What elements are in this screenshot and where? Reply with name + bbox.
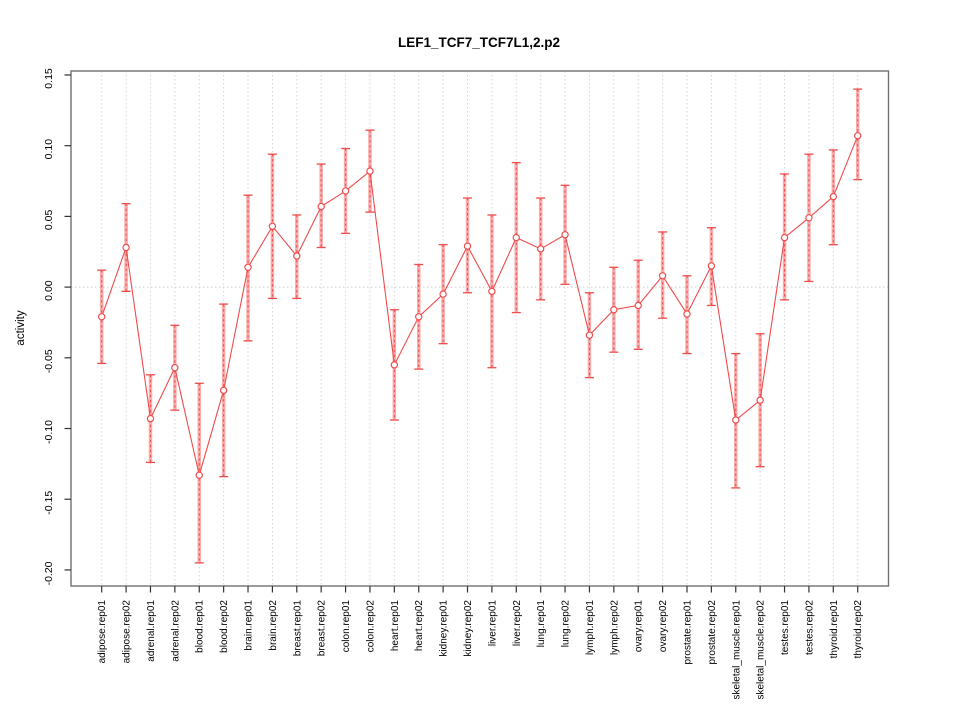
data-point-marker — [585, 331, 594, 339]
x-tick-label: liver.rep01 — [487, 600, 498, 647]
x-tick-label: ovary.rep02 — [658, 600, 669, 653]
x-tick-label: lymph.rep01 — [585, 600, 596, 655]
x-tick-label: skeletal_muscle.rep02 — [756, 600, 767, 700]
y-tick-label: 0.05 — [43, 210, 55, 231]
x-tick-label: brain.rep02 — [268, 600, 279, 651]
x-tick-label: heart.rep01 — [390, 600, 401, 652]
data-point-marker — [658, 272, 667, 280]
data-point-marker — [463, 242, 472, 250]
x-tick-label: prostate.rep02 — [707, 600, 718, 665]
x-tick-label: adipose.rep02 — [122, 600, 133, 664]
data-point-marker — [341, 187, 350, 195]
x-tick-label: blood.rep02 — [219, 600, 230, 653]
chart-title: LEF1_TCF7_TCF7L1,2.p2 — [398, 35, 560, 50]
data-point-marker — [780, 233, 789, 242]
y-tick-label: -0.10 — [43, 420, 55, 444]
y-tick-label: -0.20 — [43, 561, 55, 585]
x-tick-label: adipose.rep01 — [97, 600, 108, 664]
y-tick-label: -0.05 — [43, 349, 55, 373]
data-point-marker — [122, 243, 130, 252]
x-tick-label: adrenal.rep01 — [146, 600, 157, 662]
data-point-marker — [171, 364, 179, 372]
plot-frame — [70, 70, 890, 587]
data-point-marker — [317, 202, 325, 211]
data-point-marker — [390, 361, 399, 369]
data-point-marker — [268, 222, 277, 230]
x-tick-label: thyroid.rep01 — [829, 600, 840, 659]
x-tick-label: adrenal.rep02 — [170, 600, 181, 662]
x-tick-label: colon.rep01 — [341, 600, 352, 653]
data-point-marker — [146, 414, 155, 423]
data-point-marker — [561, 231, 569, 239]
data-point-marker — [97, 313, 106, 321]
data-point-marker — [195, 471, 203, 479]
x-tick-label: lymph.rep02 — [609, 600, 620, 655]
data-point-marker — [219, 386, 228, 395]
grid-layer — [71, 71, 889, 586]
x-tick-label: colon.rep02 — [365, 600, 376, 653]
x-tick-label: liver.rep02 — [512, 600, 523, 647]
y-tick-label: 0.00 — [43, 280, 55, 301]
data-point-marker — [366, 167, 374, 175]
x-tick-label: kidney.rep02 — [463, 600, 474, 657]
x-tick-label: lung.rep01 — [536, 600, 547, 648]
axis-layer: 0.15 0.10 0.05 0.00 -0.05 -0.10 -0.15 -0.20 adip… — [43, 68, 890, 700]
data-layer — [97, 88, 863, 564]
data-point-marker — [683, 310, 691, 318]
x-tick-label: breast.rep01 — [292, 600, 303, 657]
data-point-marker — [244, 263, 252, 272]
y-axis-label: activity — [15, 310, 27, 345]
data-point-marker — [707, 262, 716, 270]
data-point-marker — [829, 192, 838, 201]
y-tick-label: -0.15 — [43, 491, 55, 515]
y-tick-label: 0.15 — [43, 68, 55, 89]
data-point-marker — [805, 214, 813, 222]
x-tick-label: blood.rep01 — [195, 600, 206, 653]
data-point-marker — [488, 287, 496, 296]
x-tick-label: heart.rep02 — [414, 600, 425, 652]
x-tick-label: kidney.rep01 — [439, 600, 450, 657]
x-tick-label: lung.rep02 — [561, 600, 572, 648]
x-tick-label: testes.rep01 — [780, 600, 791, 655]
x-tick-label: prostate.rep01 — [682, 600, 693, 665]
x-tick-label: breast.rep02 — [317, 600, 328, 657]
y-tick-label: 0.10 — [43, 139, 55, 160]
data-point-marker — [756, 396, 764, 404]
data-point-marker — [634, 301, 642, 310]
data-point-marker — [415, 313, 423, 321]
data-point-marker — [293, 252, 301, 260]
data-point-marker — [512, 233, 520, 242]
data-point-marker — [439, 290, 447, 298]
x-tick-label: brain.rep01 — [244, 600, 255, 651]
data-point-marker — [610, 306, 618, 314]
series-line — [101, 135, 859, 476]
data-point-marker — [732, 416, 740, 424]
data-point-marker — [536, 245, 545, 253]
x-tick-label: thyroid.rep02 — [853, 600, 864, 659]
data-point-marker — [854, 132, 862, 140]
x-tick-label: skeletal_muscle.rep01 — [731, 600, 742, 700]
x-tick-label: testes.rep02 — [804, 600, 815, 655]
x-tick-label: ovary.rep01 — [634, 600, 645, 653]
